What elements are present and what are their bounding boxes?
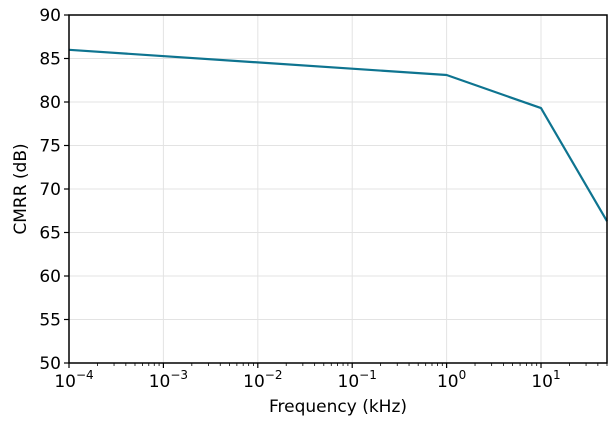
x-tick-labels: 10−4 10−3 10−2 10−1 100 101	[54, 368, 560, 392]
y-tick-labels: 50 55 60 65 70 75 80 85 90	[39, 6, 61, 374]
y-tick-label: 50	[39, 354, 61, 374]
y-tick-label: 70	[39, 180, 61, 200]
y-tick-label: 90	[39, 6, 61, 26]
minor-ticks	[97, 363, 608, 366]
grid	[68, 14, 607, 364]
y-tick-label: 65	[39, 224, 61, 244]
x-tick-label-exponent: 0	[459, 368, 467, 382]
y-tick-label: 80	[39, 93, 61, 113]
x-tick-label-exponent: −4	[76, 368, 94, 382]
y-axis-label: CMRR (dB)	[11, 143, 31, 234]
x-tick-label-exponent: −1	[359, 368, 377, 382]
series-line	[68, 48, 608, 222]
y-tick-label: 85	[39, 50, 61, 70]
x-tick-label: 10−4	[54, 368, 93, 392]
x-tick-label: 101	[531, 368, 560, 392]
y-tick-label: 55	[39, 311, 61, 331]
x-tick-label: 100	[437, 368, 466, 392]
x-axis-label: Frequency (kHz)	[269, 397, 407, 417]
major-ticks	[64, 14, 542, 368]
x-tick-label-base: 10	[531, 372, 553, 392]
x-tick-label-base: 10	[54, 372, 76, 392]
x-tick-label: 10−1	[338, 368, 377, 392]
x-tick-label: 10−3	[149, 368, 188, 392]
x-tick-label-exponent: 1	[553, 368, 561, 382]
y-tick-label: 75	[39, 137, 61, 157]
x-tick-label-base: 10	[338, 372, 360, 392]
x-tick-label-exponent: −2	[265, 368, 283, 382]
x-tick-label-base: 10	[437, 372, 459, 392]
series-layer	[68, 48, 608, 222]
x-tick-label-base: 10	[149, 372, 171, 392]
x-tick-label-base: 10	[243, 372, 265, 392]
x-tick-label-exponent: −3	[170, 368, 188, 382]
y-tick-label: 60	[39, 267, 61, 287]
x-tick-label: 10−2	[243, 368, 282, 392]
